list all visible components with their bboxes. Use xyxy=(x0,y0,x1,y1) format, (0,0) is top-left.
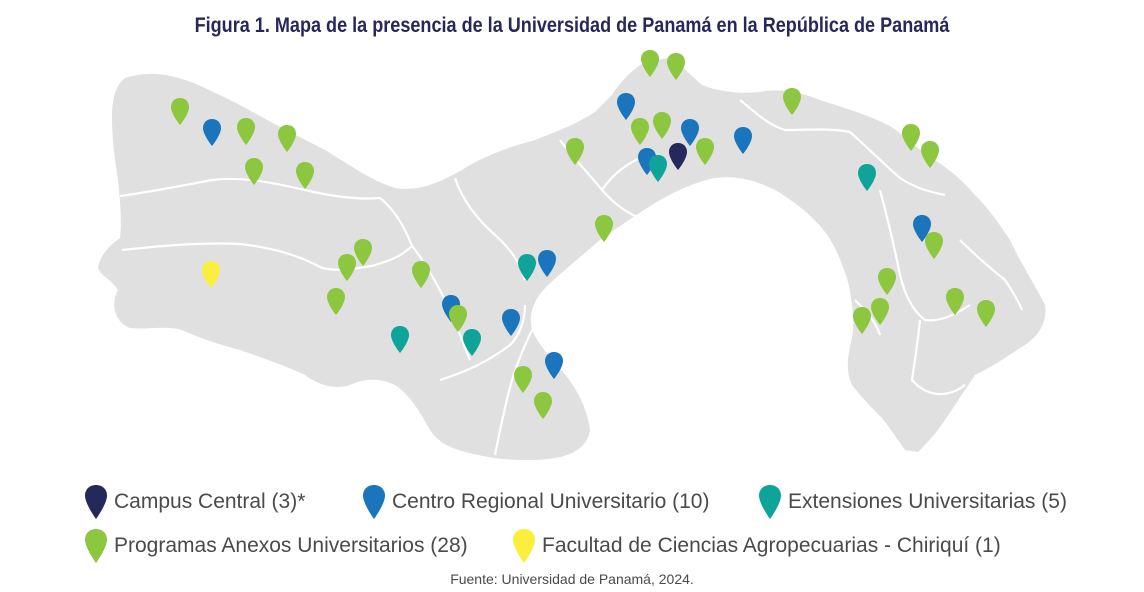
programa-anexo-marker xyxy=(171,98,189,125)
programa-anexo-marker xyxy=(534,392,552,419)
extension-marker xyxy=(391,326,409,353)
programa-anexo-marker xyxy=(412,261,430,288)
panama-map xyxy=(98,50,1046,461)
legend-item-centro-regional: Centro Regional Universitario (10) xyxy=(362,482,709,522)
panama-oeste-border xyxy=(601,189,646,222)
programa-anexo-marker xyxy=(338,254,356,281)
centro-regional-marker xyxy=(734,127,752,154)
programa-anexo-marker xyxy=(595,215,613,242)
programa-anexo-marker xyxy=(514,366,532,393)
programa-anexo-marker xyxy=(296,162,314,189)
programa-anexo-marker xyxy=(566,138,584,165)
legend-label: Centro Regional Universitario (10) xyxy=(392,490,710,513)
darien-border xyxy=(878,189,971,322)
programa-anexo-marker xyxy=(921,141,939,168)
extension-marker xyxy=(649,155,667,182)
programa-anexo-marker xyxy=(783,88,801,115)
extension-marker xyxy=(858,164,876,191)
programa-anexo-marker xyxy=(278,125,296,152)
herrera-border xyxy=(439,304,527,382)
legend-item-programas-anexos: Programas Anexos Universitarios (28) xyxy=(84,526,468,566)
programa-anexo-marker xyxy=(631,118,649,145)
los-santos-border xyxy=(493,329,533,456)
legend-label: Extensiones Universitarias (5) xyxy=(788,490,1067,513)
programa-anexo-marker xyxy=(327,288,345,315)
map-pin-icon xyxy=(363,485,385,519)
legend-label: Campus Central (3)* xyxy=(114,490,306,513)
location-markers xyxy=(171,50,995,419)
panama-landmass xyxy=(98,58,1046,461)
province-borders xyxy=(119,99,1024,456)
campus-central-marker xyxy=(669,143,687,170)
programa-anexo-marker xyxy=(641,50,659,77)
centro-regional-marker xyxy=(681,119,699,146)
extension-marker xyxy=(518,254,536,281)
programa-anexo-marker xyxy=(878,268,896,295)
programa-anexo-marker xyxy=(354,239,372,266)
programa-anexo-marker xyxy=(653,112,671,139)
programa-anexo-marker xyxy=(925,232,943,259)
map-pin-icon xyxy=(513,529,535,563)
centro-regional-marker xyxy=(913,215,931,242)
figure-title: Figura 1. Mapa de la presencia de la Uni… xyxy=(194,14,950,37)
programa-anexo-marker xyxy=(237,118,255,145)
legend-item-campus-central: Campus Central (3)* xyxy=(84,482,305,522)
extension-marker xyxy=(463,329,481,356)
programa-anexo-marker xyxy=(902,124,920,151)
centro-regional-marker xyxy=(502,309,520,336)
centro-regional-marker xyxy=(617,93,635,120)
guna-border xyxy=(849,131,946,197)
programa-anexo-marker xyxy=(245,158,263,185)
programa-anexo-marker xyxy=(853,307,871,334)
centro-regional-marker xyxy=(203,119,221,146)
map-land xyxy=(98,58,1046,461)
legend-item-extensiones: Extensiones Universitarias (5) xyxy=(758,482,1067,522)
programa-anexo-marker xyxy=(871,298,889,325)
map-pin-icon xyxy=(85,485,107,519)
map-pin-icon xyxy=(85,529,107,563)
source-note: Fuente: Universidad de Panamá, 2024. xyxy=(450,571,694,587)
programa-anexo-marker xyxy=(449,305,467,332)
facultad-marker xyxy=(202,261,220,288)
centro-regional-marker xyxy=(538,250,556,277)
programa-anexo-marker xyxy=(696,138,714,165)
darien-inner-border xyxy=(910,319,966,396)
programa-anexo-marker xyxy=(946,288,964,315)
centro-regional-marker xyxy=(545,352,563,379)
legend-item-facultad: Facultad de Ciencias Agropecuarias - Chi… xyxy=(512,526,1001,566)
embera-border xyxy=(959,239,1024,311)
legend-label: Facultad de Ciencias Agropecuarias - Chi… xyxy=(542,534,1001,557)
legend-label: Programas Anexos Universitarios (28) xyxy=(114,534,468,557)
programa-anexo-marker xyxy=(667,53,685,80)
panama-border xyxy=(739,99,851,134)
map-pin-icon xyxy=(759,485,781,519)
programa-anexo-marker xyxy=(977,300,995,327)
